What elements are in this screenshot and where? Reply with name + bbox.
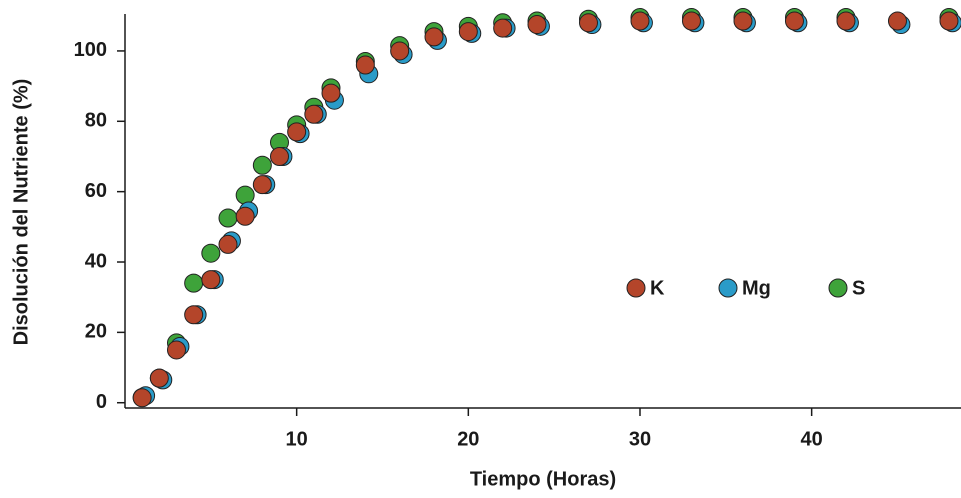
y-tick-label: 100 [74, 39, 107, 61]
data-point [939, 11, 959, 31]
data-point [304, 104, 324, 124]
y-tick-label: 40 [85, 250, 107, 272]
data-point [269, 146, 289, 166]
data-point [287, 122, 307, 142]
legend-marker [626, 278, 646, 298]
legend-marker [718, 278, 738, 298]
data-point [166, 340, 186, 360]
data-point [184, 273, 204, 293]
data-point [836, 11, 856, 31]
x-tick-label: 20 [457, 428, 479, 450]
data-point [784, 11, 804, 31]
legend-marker [828, 278, 848, 298]
data-point [424, 27, 444, 47]
y-tick-label: 80 [85, 110, 107, 132]
data-point [218, 208, 238, 228]
data-point [390, 41, 410, 61]
data-point [887, 11, 907, 31]
data-point [149, 368, 169, 388]
data-point [578, 13, 598, 33]
data-point [184, 305, 204, 325]
y-tick-label: 60 [85, 180, 107, 202]
data-point [235, 206, 255, 226]
data-point [201, 270, 221, 290]
x-tick-label: 10 [286, 428, 308, 450]
data-point [733, 11, 753, 31]
data-point [201, 243, 221, 263]
data-point [527, 15, 547, 35]
data-point [132, 388, 152, 408]
y-tick-label: 0 [96, 391, 107, 413]
data-point [252, 175, 272, 195]
data-point [355, 55, 375, 75]
data-point [630, 11, 650, 31]
x-tick-label: 30 [629, 428, 651, 450]
x-tick-label: 40 [801, 428, 823, 450]
data-point [493, 18, 513, 38]
data-point [321, 83, 341, 103]
y-axis-label: Disolución del Nutriente (%) [10, 79, 32, 346]
legend-label: S [852, 277, 865, 299]
x-axis-label: Tiempo (Horas) [470, 468, 616, 490]
data-point [458, 22, 478, 42]
data-point [681, 11, 701, 31]
y-tick-label: 20 [85, 321, 107, 343]
data-point [218, 234, 238, 254]
data-point [252, 155, 272, 175]
legend-label: K [650, 277, 665, 299]
legend-label: Mg [742, 277, 771, 299]
data-point [235, 185, 255, 205]
